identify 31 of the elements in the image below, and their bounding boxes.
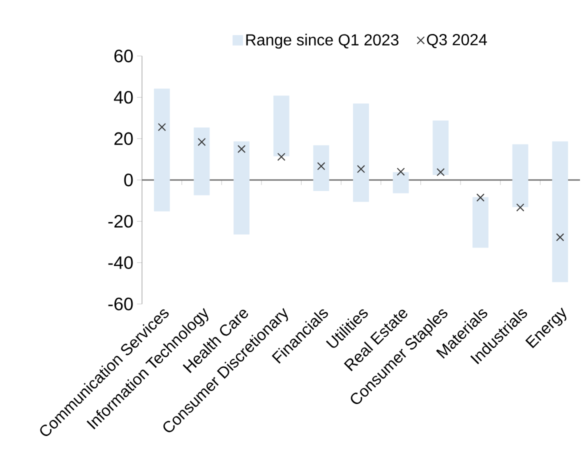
y-tick-label: 0 <box>124 174 133 186</box>
bar <box>194 128 210 196</box>
y-tick-label: 60 <box>114 50 133 62</box>
bar <box>552 141 568 282</box>
bar <box>154 88 170 212</box>
legend-label: Q3 2024 <box>427 34 487 48</box>
y-tick-label: -20 <box>108 214 133 228</box>
point <box>556 233 564 242</box>
bar <box>472 197 488 248</box>
bar <box>234 141 250 235</box>
point <box>317 162 326 170</box>
y-tick-label: 40 <box>114 90 133 104</box>
bar <box>432 120 449 176</box>
point <box>396 168 405 176</box>
point <box>277 152 286 161</box>
bar <box>273 96 290 156</box>
bar <box>392 172 409 194</box>
point <box>238 144 246 154</box>
point <box>356 165 366 174</box>
point <box>436 168 445 176</box>
bar <box>313 145 330 191</box>
legend-label: Range since Q1 2023 <box>246 34 398 49</box>
point <box>158 123 166 132</box>
bar <box>353 104 369 202</box>
y-tick-label: -60 <box>108 298 133 310</box>
point <box>198 138 206 146</box>
point <box>516 203 524 212</box>
point <box>476 194 484 202</box>
bar <box>512 144 528 208</box>
y-tick-label: 20 <box>114 132 133 146</box>
y-tick-label: -40 <box>108 256 133 270</box>
